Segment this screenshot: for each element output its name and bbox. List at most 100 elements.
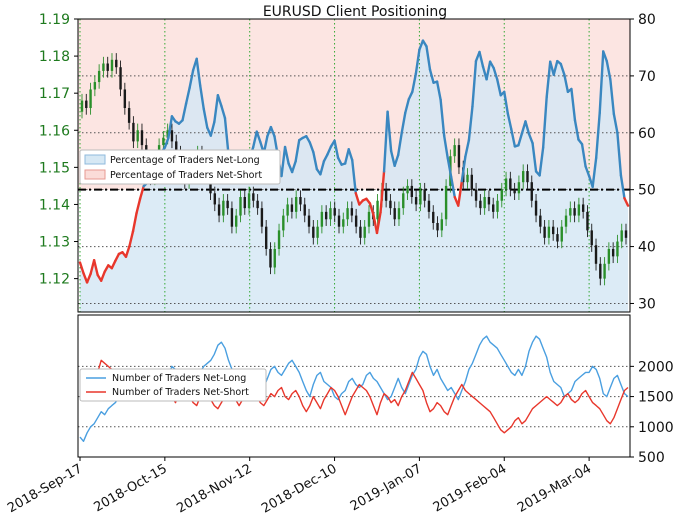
candle-body <box>252 193 255 201</box>
pct-line-segment <box>220 104 227 120</box>
candle-body <box>127 108 131 123</box>
candle-body <box>586 211 589 231</box>
pct-line-segment <box>619 174 626 200</box>
candle-body <box>342 219 345 227</box>
candle-body <box>264 226 268 249</box>
pct-line-segment <box>584 165 591 178</box>
price-tick-label: 1.12 <box>39 272 70 288</box>
pct-line-segment <box>414 48 421 75</box>
pct-line-segment <box>280 145 287 178</box>
pct-line-segment <box>216 94 223 108</box>
legend-frame <box>79 368 267 402</box>
candle-body <box>509 178 512 190</box>
count-tick-label: 1000 <box>638 420 674 436</box>
count-line-net-long <box>79 335 629 442</box>
pct-line-segment <box>188 69 195 90</box>
pct-line-segment <box>439 98 446 137</box>
candle-body <box>269 248 272 268</box>
candle-body <box>260 208 264 227</box>
candle-body <box>337 215 341 227</box>
pct-line-segment <box>343 148 350 165</box>
pct-line-segment <box>531 141 538 173</box>
top-frame <box>77 18 631 313</box>
candle-body <box>324 211 328 220</box>
legend-frame <box>79 149 281 185</box>
pct-line-segment <box>138 185 145 200</box>
pct-line-segment <box>163 136 170 149</box>
pct-line-segment <box>294 138 301 163</box>
candle-body <box>247 193 251 209</box>
candle-body <box>132 122 135 142</box>
candle-body <box>243 197 246 209</box>
candle-body <box>564 215 568 227</box>
candle-body <box>474 189 478 201</box>
pct-line-segment <box>379 170 386 214</box>
candle-body <box>393 208 396 220</box>
pct-line-segment <box>435 80 442 101</box>
pct-line-segment <box>209 120 216 137</box>
pct-line-segment <box>428 68 435 84</box>
candle-body <box>406 185 409 194</box>
pct-line-segment <box>602 50 608 63</box>
pct-line-segment <box>124 244 131 259</box>
candle-body <box>162 137 165 146</box>
pct-line-segment <box>396 131 403 157</box>
price-tick-label: 1.19 <box>39 12 70 28</box>
candle-body <box>175 141 178 153</box>
candle-body <box>376 200 379 220</box>
pct-line-segment <box>573 119 580 141</box>
candle-body <box>444 185 448 220</box>
candle-body <box>581 204 585 212</box>
candle-body <box>294 197 298 212</box>
pct-line-segment <box>92 259 99 277</box>
price-tick-label: 1.16 <box>39 123 70 139</box>
candle-body <box>354 215 358 227</box>
candle-body <box>123 89 127 109</box>
legend-label-count-long: Number of Traders Net-Long <box>112 373 246 384</box>
pct-line-segment <box>131 211 138 233</box>
price-tick-label: 1.17 <box>39 86 70 102</box>
candle-body <box>80 100 84 112</box>
candle-body <box>136 130 139 142</box>
pct-line-segment <box>184 86 191 105</box>
candle-body <box>256 200 259 209</box>
pct-line-segment <box>290 160 297 174</box>
x-tick-label: 2018-Dec-10 <box>259 461 339 513</box>
pct-line-segment <box>213 94 220 124</box>
candle-body <box>119 67 122 90</box>
candle-body <box>594 245 598 264</box>
candle-body <box>312 226 315 238</box>
count-tick-label: 2000 <box>638 359 674 375</box>
legend-label-count-short: Number of Traders Net-Short <box>112 387 249 398</box>
pct-line-segment <box>407 90 414 101</box>
candle-body <box>277 230 281 249</box>
x-tick-label: 2018-Nov-12 <box>174 461 254 513</box>
candle-body <box>397 208 401 220</box>
pct-line-segment <box>269 125 276 138</box>
pct-line-segment <box>570 87 577 122</box>
pct-line-segment <box>591 156 598 189</box>
x-tick-label: 2019-Jan-07 <box>348 461 425 513</box>
candle-body <box>290 204 294 212</box>
bottom-frame <box>77 314 631 458</box>
pct-line-segment <box>467 105 474 142</box>
candle-body <box>436 222 439 231</box>
legend-swatch-net-short <box>84 169 106 180</box>
pct-line-segment <box>347 148 354 162</box>
candle-body <box>573 208 576 216</box>
bottom-panel: 500 1000 1500 2000 Number of Traders Net-Lon… <box>77 314 674 466</box>
candle-body <box>569 208 572 216</box>
candle-body <box>466 174 469 183</box>
percent-tick-label: 30 <box>638 296 656 312</box>
pct-line-segment <box>418 39 425 51</box>
pct-line-segment <box>110 259 117 270</box>
candle-body <box>85 100 88 109</box>
pct-line-segment <box>283 145 290 165</box>
candle-body <box>539 215 542 227</box>
candle-body <box>556 234 559 242</box>
pct-line-segment <box>195 57 202 87</box>
pct-line-segment <box>503 90 509 115</box>
candle-body <box>547 226 551 238</box>
candle-body <box>384 189 388 201</box>
candle-body <box>367 211 371 227</box>
